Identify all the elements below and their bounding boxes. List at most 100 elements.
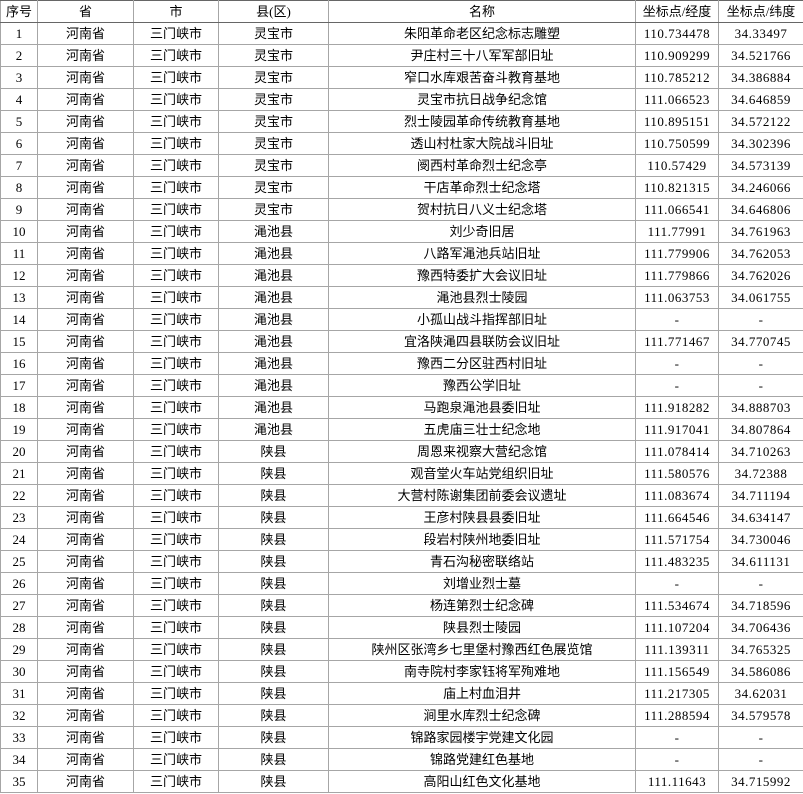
cell-latitude[interactable]: 34.718596 [718,594,803,617]
cell-latitude[interactable]: 34.762053 [718,242,803,265]
cell-province[interactable]: 河南省 [37,418,134,441]
cell-name[interactable]: 高阳山红色文化基地 [328,770,636,793]
cell-city[interactable]: 三门峡市 [133,110,219,133]
cell-seq[interactable]: 11 [0,242,38,265]
cell-county[interactable]: 陕县 [218,682,329,705]
cell-province[interactable]: 河南省 [37,638,134,661]
cell-province[interactable]: 河南省 [37,748,134,771]
cell-seq[interactable]: 7 [0,154,38,177]
cell-province[interactable]: 河南省 [37,440,134,463]
cell-longitude[interactable]: 111.288594 [635,704,719,727]
cell-longitude[interactable]: 111.771467 [635,330,719,353]
cell-county[interactable]: 陕县 [218,638,329,661]
cell-name[interactable]: 豫西特委扩大会议旧址 [328,264,636,287]
cell-latitude[interactable]: 34.573139 [718,154,803,177]
cell-city[interactable]: 三门峡市 [133,682,219,705]
cell-longitude[interactable]: 111.066523 [635,88,719,111]
cell-city[interactable]: 三门峡市 [133,638,219,661]
cell-name[interactable]: 尹庄村三十八军军部旧址 [328,44,636,67]
cell-longitude[interactable]: 110.909299 [635,44,719,67]
cell-city[interactable]: 三门峡市 [133,154,219,177]
cell-city[interactable]: 三门峡市 [133,176,219,199]
cell-latitude[interactable]: 34.611131 [718,550,803,573]
cell-longitude[interactable]: 110.895151 [635,110,719,133]
cell-latitude[interactable]: 34.770745 [718,330,803,353]
cell-city[interactable]: 三门峡市 [133,374,219,397]
cell-latitude[interactable]: 34.646859 [718,88,803,111]
cell-city[interactable]: 三门峡市 [133,22,219,45]
cell-city[interactable]: 三门峡市 [133,462,219,485]
cell-city[interactable]: 三门峡市 [133,352,219,375]
cell-seq[interactable]: 13 [0,286,38,309]
cell-longitude[interactable]: 111.918282 [635,396,719,419]
cell-latitude[interactable]: 34.302396 [718,132,803,155]
cell-county[interactable]: 灵宝市 [218,22,329,45]
cell-seq[interactable]: 22 [0,484,38,507]
cell-seq[interactable]: 27 [0,594,38,617]
cell-county[interactable]: 陕县 [218,462,329,485]
cell-longitude[interactable]: - [635,374,719,397]
cell-seq[interactable]: 18 [0,396,38,419]
cell-seq[interactable]: 19 [0,418,38,441]
cell-longitude[interactable]: 111.580576 [635,462,719,485]
cell-longitude[interactable]: 111.534674 [635,594,719,617]
cell-name[interactable]: 透山村杜家大院战斗旧址 [328,132,636,155]
cell-county[interactable]: 灵宝市 [218,132,329,155]
cell-longitude[interactable]: 111.156549 [635,660,719,683]
cell-county[interactable]: 灵宝市 [218,198,329,221]
cell-latitude[interactable]: 34.710263 [718,440,803,463]
cell-city[interactable]: 三门峡市 [133,770,219,793]
cell-name[interactable]: 段岩村陕州地委旧址 [328,528,636,551]
cell-county[interactable]: 陕县 [218,660,329,683]
cell-province[interactable]: 河南省 [37,198,134,221]
cell-city[interactable]: 三门峡市 [133,484,219,507]
cell-province[interactable]: 河南省 [37,176,134,199]
cell-name[interactable]: 豫西二分区驻西村旧址 [328,352,636,375]
cell-county[interactable]: 陕县 [218,616,329,639]
cell-longitude[interactable]: 111.571754 [635,528,719,551]
cell-name[interactable]: 马跑泉渑池县委旧址 [328,396,636,419]
cell-seq[interactable]: 28 [0,616,38,639]
cell-name[interactable]: 五虎庙三壮士纪念地 [328,418,636,441]
cell-longitude[interactable]: 110.750599 [635,132,719,155]
cell-name[interactable]: 小孤山战斗指挥部旧址 [328,308,636,331]
cell-county[interactable]: 灵宝市 [218,154,329,177]
cell-city[interactable]: 三门峡市 [133,418,219,441]
cell-seq[interactable]: 33 [0,726,38,749]
cell-latitude[interactable]: - [718,726,803,749]
cell-county[interactable]: 渑池县 [218,396,329,419]
cell-name[interactable]: 王彦村陕县县委旧址 [328,506,636,529]
cell-province[interactable]: 河南省 [37,682,134,705]
cell-county[interactable]: 陕县 [218,506,329,529]
cell-name[interactable]: 陕州区张湾乡七里堡村豫西红色展览馆 [328,638,636,661]
cell-seq[interactable]: 6 [0,132,38,155]
cell-county[interactable]: 陕县 [218,726,329,749]
cell-latitude[interactable]: 34.386884 [718,66,803,89]
cell-latitude[interactable]: 34.706436 [718,616,803,639]
cell-name[interactable]: 陕县烈士陵园 [328,616,636,639]
cell-city[interactable]: 三门峡市 [133,132,219,155]
cell-longitude[interactable]: 111.664546 [635,506,719,529]
cell-latitude[interactable]: 34.715992 [718,770,803,793]
cell-longitude[interactable]: 111.078414 [635,440,719,463]
cell-longitude[interactable]: 111.139311 [635,638,719,661]
cell-latitude[interactable]: 34.888703 [718,396,803,419]
cell-seq[interactable]: 8 [0,176,38,199]
cell-name[interactable]: 灵宝市抗日战争纪念馆 [328,88,636,111]
cell-name[interactable]: 豫西公学旧址 [328,374,636,397]
cell-province[interactable]: 河南省 [37,220,134,243]
cell-longitude[interactable]: - [635,748,719,771]
cell-seq[interactable]: 1 [0,22,38,45]
cell-name[interactable]: 贺村抗日八义士纪念塔 [328,198,636,221]
cell-province[interactable]: 河南省 [37,506,134,529]
cell-province[interactable]: 河南省 [37,726,134,749]
cell-longitude[interactable]: 111.917041 [635,418,719,441]
header-city[interactable]: 市 [133,0,219,23]
cell-province[interactable]: 河南省 [37,462,134,485]
cell-longitude[interactable]: 110.821315 [635,176,719,199]
cell-city[interactable]: 三门峡市 [133,550,219,573]
cell-seq[interactable]: 3 [0,66,38,89]
cell-province[interactable]: 河南省 [37,242,134,265]
cell-latitude[interactable]: - [718,748,803,771]
cell-province[interactable]: 河南省 [37,396,134,419]
